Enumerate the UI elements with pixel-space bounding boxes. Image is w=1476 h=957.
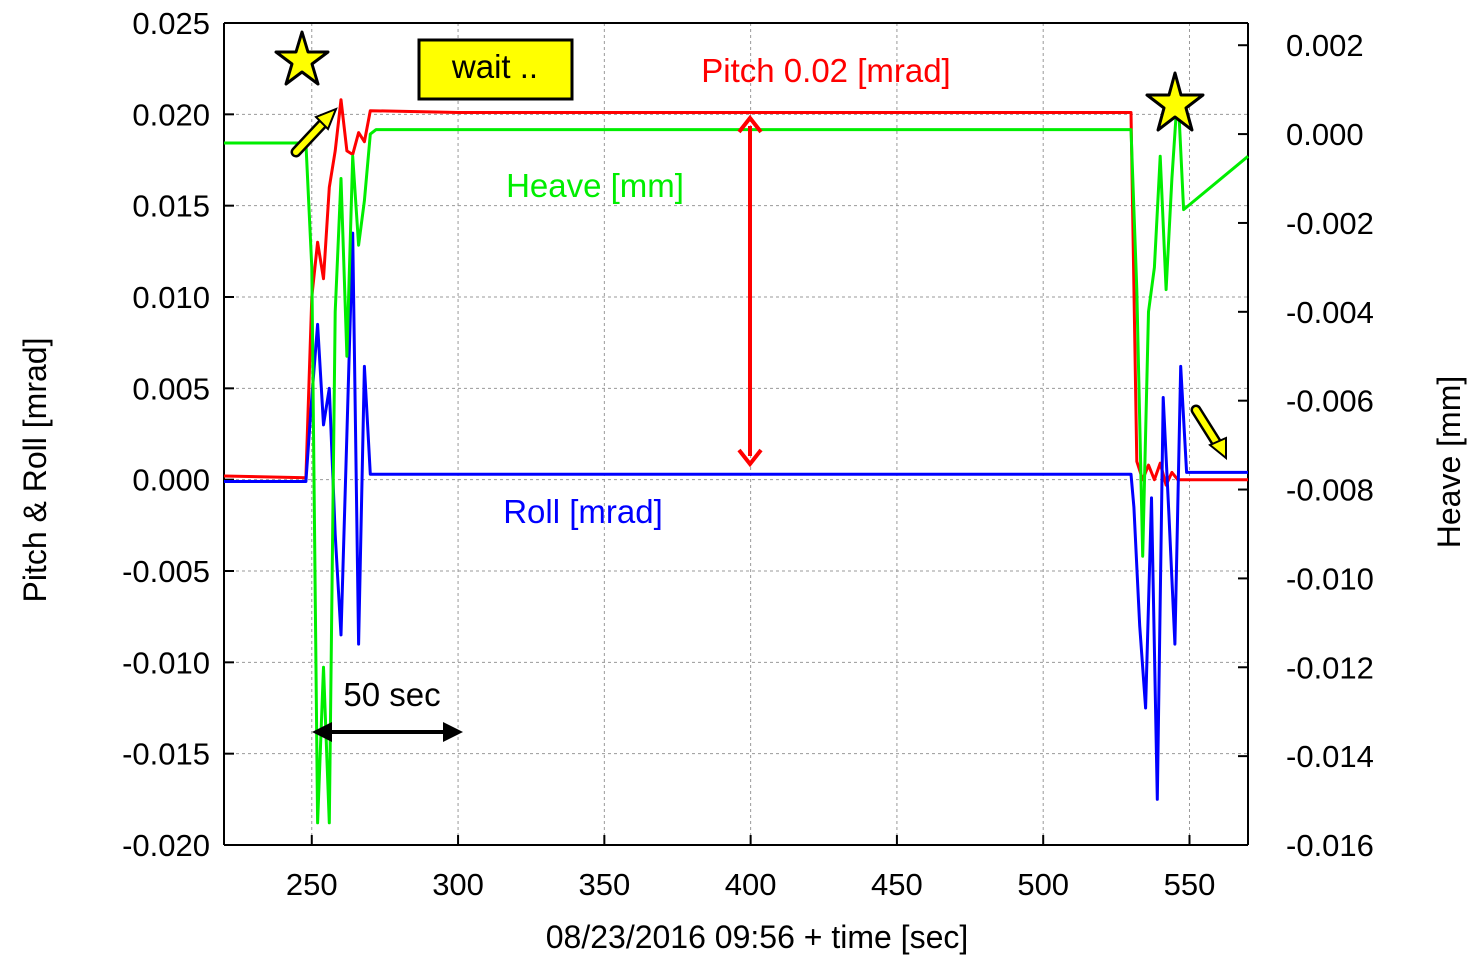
x-axis-title: 08/23/2016 09:56 + time [sec]	[546, 919, 969, 955]
series-line-1	[223, 98, 1248, 487]
series-line-3	[224, 88, 1249, 825]
x-tick-label: 550	[1164, 867, 1216, 902]
x-tick-labels: 250 300 350 400 450 500 550	[286, 867, 1215, 902]
y-left-tick-label: 0.025	[132, 6, 210, 41]
series-lines	[223, 88, 1249, 825]
wait-label: wait ..	[451, 48, 538, 85]
y-right-tick-label: 0.002	[1286, 28, 1364, 63]
interval-label: 50 sec	[343, 676, 440, 713]
y-left-tick-labels: 0.025 0.020 0.015 0.010 0.005 0.000 -0.005 -0.0…	[122, 6, 210, 863]
y-right-tick-label: -0.002	[1286, 206, 1374, 241]
x-tick-label: 450	[871, 867, 923, 902]
series-line-2	[224, 231, 1248, 801]
pitch-span-arrow	[737, 114, 763, 468]
heave-label: Heave [mm]	[506, 167, 684, 204]
y-left-tick-label: 0.000	[132, 463, 210, 498]
y-left-tick-label: 0.015	[132, 189, 210, 224]
y-left-axis-title: Pitch & Roll [mrad]	[17, 338, 53, 603]
arrow-icon-down-right	[1190, 404, 1227, 461]
star-icon-right	[1145, 71, 1205, 132]
y-right-tick-label: -0.004	[1286, 295, 1374, 330]
y-right-tick-label: -0.014	[1286, 739, 1374, 774]
y-left-tick-label: 0.010	[132, 280, 210, 315]
y-left-tick-label: -0.015	[122, 737, 210, 772]
y-left-tick-label: -0.020	[122, 828, 210, 863]
y-left-tick-label: -0.010	[122, 645, 210, 680]
y-right-tick-labels: 0.002 0.000 -0.002 -0.004 -0.006 -0.008 -0.010…	[1286, 28, 1374, 863]
y-left-tick-label: -0.005	[122, 554, 210, 589]
y-left-tick-label: 0.005	[132, 371, 210, 406]
grid-lines	[224, 23, 1248, 845]
y-right-tick-label: 0.000	[1286, 117, 1364, 152]
y-right-tick-label: -0.016	[1286, 828, 1374, 863]
arrow-icon-up-right	[290, 107, 338, 158]
x-tick-label: 400	[725, 867, 777, 902]
y-right-tick-label: -0.006	[1286, 384, 1374, 419]
roll-label: Roll [mrad]	[503, 493, 663, 530]
wait-box	[417, 38, 574, 101]
x-tick-label: 250	[286, 867, 338, 902]
y-right-axis-title: Heave [mm]	[1431, 376, 1467, 548]
star-icon-left	[274, 30, 330, 86]
y-right-tick-label: -0.008	[1286, 473, 1374, 508]
y-left-tick-label: 0.020	[132, 97, 210, 132]
interval-arrow	[312, 722, 463, 742]
y-right-tick-label: -0.012	[1286, 650, 1374, 685]
axes	[223, 22, 1249, 846]
x-tick-label: 300	[432, 867, 484, 902]
x-tick-label: 500	[1017, 867, 1069, 902]
pitch-label: Pitch 0.02 [mrad]	[701, 52, 950, 89]
x-tick-label: 350	[578, 867, 630, 902]
y-right-tick-label: -0.010	[1286, 561, 1374, 596]
